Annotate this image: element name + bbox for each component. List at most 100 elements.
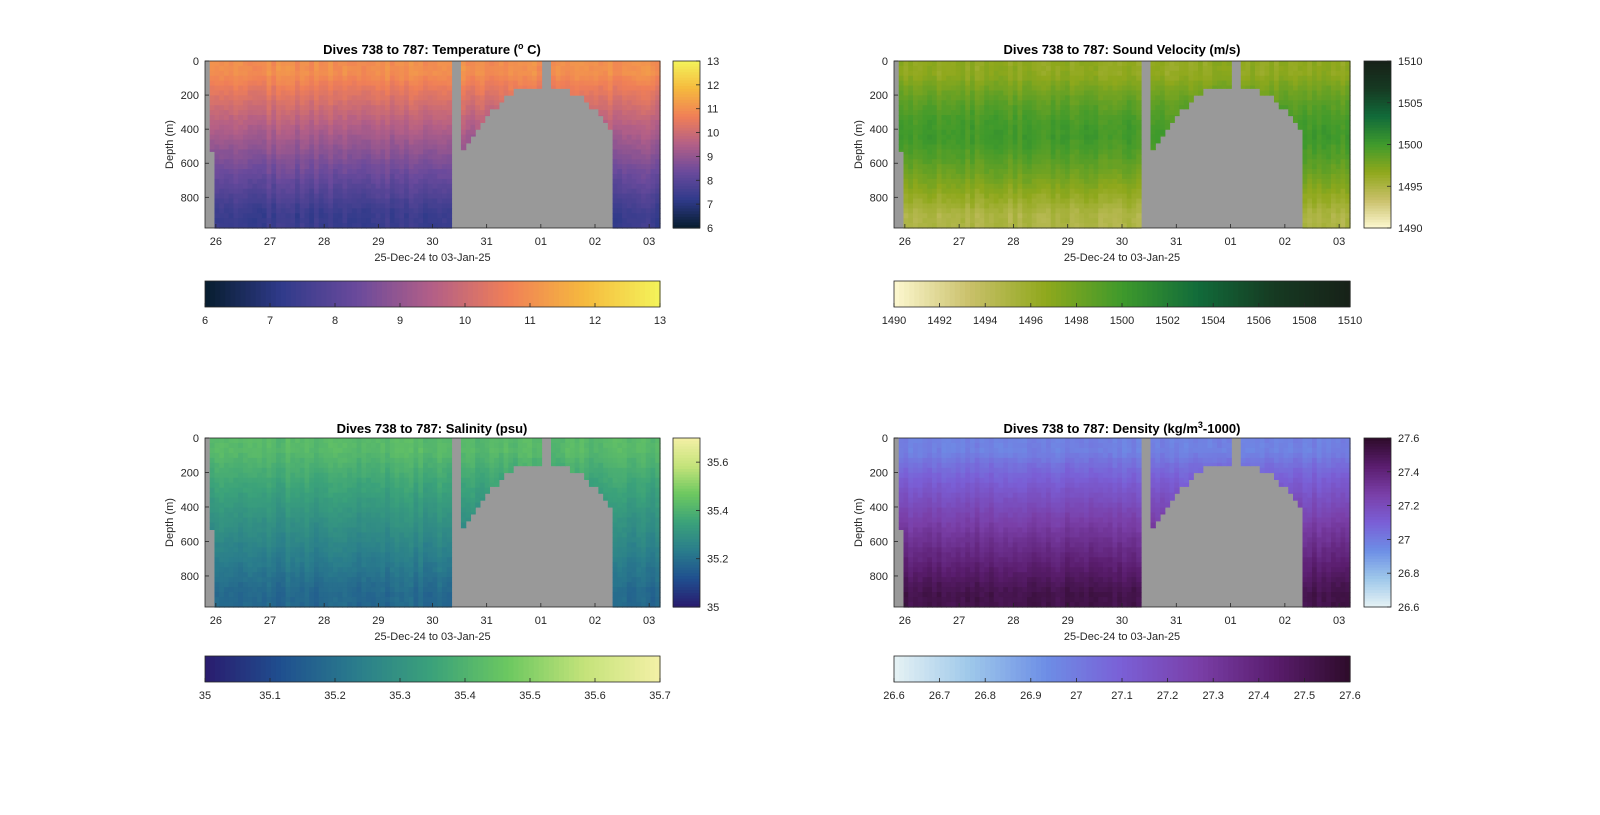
heatmap-cell (404, 223, 410, 229)
heatmap-cell (508, 75, 514, 82)
heatmap-cell (927, 149, 933, 155)
heatmap-cell (993, 144, 1000, 151)
heatmap-cell (257, 208, 263, 214)
heatmap-cell (1250, 61, 1256, 67)
heatmap-cell (1126, 90, 1133, 96)
heatmap-cell (370, 61, 377, 67)
heatmap-cell (1269, 85, 1275, 92)
heatmap-cell (498, 65, 505, 72)
heatmap-cell (299, 164, 306, 170)
heatmap-cell (261, 193, 268, 200)
heatmap-cell (998, 124, 1004, 131)
heatmap-cell (228, 129, 235, 136)
heatmap-cell (351, 105, 358, 111)
heatmap-cell (1065, 173, 1071, 180)
heatmap-cell (247, 154, 253, 160)
heatmap-cell (337, 124, 344, 131)
heatmap-cell (917, 154, 924, 160)
heatmap-cell (238, 115, 244, 121)
heatmap-cell (318, 149, 325, 155)
heatmap-cell (1074, 124, 1080, 131)
heatmap-cell (408, 129, 415, 136)
heatmap-cell (960, 149, 966, 155)
heatmap-cell (1297, 100, 1304, 106)
heatmap-cell (408, 80, 415, 87)
heatmap-cell (1245, 85, 1251, 89)
heatmap-cell (951, 70, 957, 77)
heatmap-cell (655, 149, 661, 155)
heatmap-cell (1008, 119, 1014, 126)
heatmap-cell (1160, 90, 1166, 96)
heatmap-cell (1326, 129, 1332, 136)
heatmap-cell (927, 203, 933, 209)
x-tick-label: 28 (1007, 236, 1019, 248)
heatmap-cell (337, 183, 344, 190)
heatmap-cell (1302, 183, 1308, 190)
heatmap-cell (1331, 105, 1337, 111)
heatmap-cell (1193, 61, 1199, 67)
heatmap-cell (223, 124, 230, 131)
heatmap-cell (1050, 218, 1057, 224)
side-colorbar-segment (673, 191, 700, 196)
heatmap-cell (1084, 188, 1090, 195)
heatmap-cell (1122, 183, 1128, 190)
heatmap-cell (998, 218, 1004, 224)
heatmap-cell (641, 115, 647, 121)
heatmap-cell (295, 134, 301, 141)
heatmap-cell (974, 213, 981, 219)
heatmap-cell (328, 95, 334, 101)
heatmap-cell (247, 90, 253, 96)
heatmap-cell (641, 193, 647, 200)
heatmap-cell (998, 183, 1004, 190)
heatmap-cell (946, 85, 952, 92)
heatmap-cell (276, 149, 282, 155)
heatmap-cell (1022, 100, 1028, 106)
heatmap-cell (408, 178, 415, 185)
heatmap-cell (332, 188, 339, 195)
heatmap-cell (1122, 129, 1128, 136)
heatmap-cell (941, 208, 947, 214)
heatmap-cell (1088, 169, 1095, 175)
heatmap-cell (1041, 154, 1047, 160)
y-tick-label: 600 (870, 158, 888, 170)
heatmap-cell (1293, 110, 1299, 116)
heatmap-cell (960, 61, 966, 67)
heatmap-cell (1160, 110, 1166, 116)
heatmap-cell (332, 213, 339, 219)
heatmap-cell (1312, 65, 1318, 72)
heatmap-cell (261, 90, 268, 96)
heatmap-cell (247, 105, 253, 111)
heatmap-cell (1326, 164, 1332, 170)
heatmap-cell (1060, 129, 1066, 136)
heatmap-cell (1340, 154, 1346, 160)
heatmap-cell (427, 139, 434, 146)
heatmap-cell (242, 173, 249, 180)
side-colorbar-segment (673, 161, 700, 165)
heatmap-cell (389, 85, 396, 92)
heatmap-cell (314, 198, 320, 205)
heatmap-cell (1074, 188, 1080, 195)
heatmap-cell (328, 119, 334, 126)
heatmap-cell (323, 129, 329, 136)
heatmap-cell (441, 213, 448, 219)
heatmap-cell (908, 193, 914, 200)
heatmap-cell (385, 90, 391, 96)
heatmap-cell (276, 218, 282, 224)
heatmap-cell (1174, 110, 1180, 116)
heatmap-cell (655, 70, 661, 77)
heatmap-cell (304, 203, 310, 209)
heatmap-cell (932, 188, 938, 195)
heatmap-cell (1112, 154, 1118, 160)
heatmap-cell (989, 178, 995, 185)
heatmap-cell (223, 70, 230, 77)
heatmap-cell (1250, 75, 1256, 82)
heatmap-cell (1079, 193, 1085, 200)
heatmap-cell (323, 90, 329, 96)
heatmap-cell (271, 105, 277, 111)
heatmap-cell (579, 70, 585, 77)
heatmap-cell (1060, 95, 1066, 101)
heatmap-cell (1069, 159, 1076, 165)
heatmap-cell (1050, 115, 1057, 121)
heatmap-cell (955, 105, 962, 111)
heatmap-cell (314, 75, 320, 82)
